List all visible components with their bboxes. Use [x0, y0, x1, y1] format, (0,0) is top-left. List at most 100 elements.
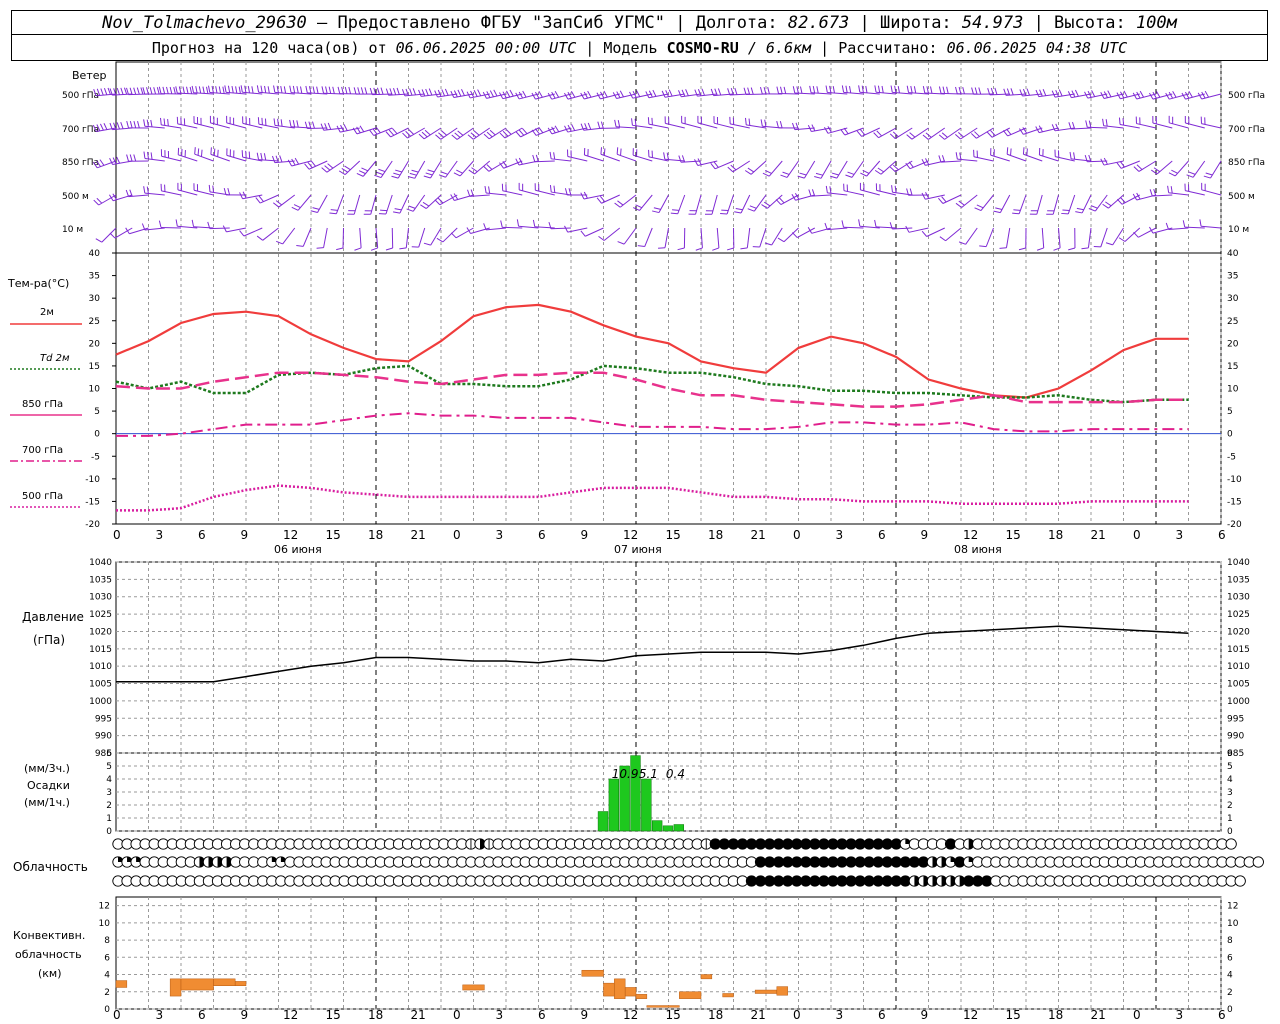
wind-barb [445, 160, 458, 178]
convective-cloud-bar [635, 994, 648, 999]
wind-barb-feather [717, 88, 722, 96]
wind-barb-feather [244, 85, 247, 93]
cloud-circle [1252, 856, 1264, 868]
convective-cloud-bar [180, 978, 214, 991]
wind-level-label: 500 м [1228, 192, 1255, 202]
wind-barb-feather [1165, 92, 1170, 100]
wind-barb [455, 227, 474, 239]
wind-barb-feather [925, 158, 930, 165]
wind-barb-feather [418, 89, 422, 97]
cloud-symbol [211, 856, 224, 868]
wind-barb-feather [636, 90, 641, 97]
wind-barb-feather [938, 134, 945, 140]
wind-barb [144, 227, 165, 231]
hour-tick-label: 15 [326, 528, 341, 542]
wind-barb-feather [748, 118, 751, 126]
wind-barb-feather [890, 85, 893, 93]
wind-barb-feather [156, 87, 160, 95]
wind-barb-feather [681, 155, 686, 163]
convective-cloud-bar [722, 993, 734, 998]
temp-tick-label: 35 [1227, 272, 1238, 282]
wind-barb-feather [198, 86, 202, 94]
wind-barb-feather [310, 160, 316, 167]
wind-barb-feather [206, 86, 209, 94]
wind-barb-feather [1168, 172, 1176, 177]
wind-barb-feather [389, 88, 393, 96]
wind-barb [534, 226, 555, 229]
wind-barb-feather [922, 86, 926, 94]
wind-barb-feather [849, 85, 852, 94]
wind-barb [999, 194, 1011, 213]
wind-barb-feather [587, 122, 592, 130]
wind-barb-feather [584, 123, 588, 131]
wind-barb [820, 160, 832, 179]
wind-barb-feather [797, 175, 805, 179]
wind-barb-feather [242, 191, 247, 199]
wind-barb-feather [260, 85, 263, 93]
hour-tick-label: 3 [836, 1008, 844, 1022]
wind-barb-feather [120, 121, 124, 129]
pressure-tick-label: 1005 [89, 680, 112, 690]
wind-barb [1108, 194, 1124, 209]
wind-barb-feather [548, 221, 552, 229]
wind-barb-feather [256, 235, 264, 241]
wind-barb [518, 225, 539, 229]
wind-barb-feather [1123, 90, 1128, 98]
precip-unit-3h-label: (мм/3ч.) [24, 762, 70, 775]
wind-barb-feather [370, 247, 378, 251]
convective-tick-label: 2 [104, 988, 110, 998]
wind-level-label: 700 гПа [1228, 125, 1265, 135]
convective-label-2: облачность [15, 948, 82, 961]
wind-barb-feather [1201, 91, 1206, 99]
wind-barb-feather [96, 88, 101, 96]
convective-tick-label: 0 [1227, 1005, 1233, 1015]
wind-barb-feather [663, 152, 666, 160]
wind-barb [677, 194, 686, 214]
wind-barb-feather [356, 172, 364, 177]
wind-barb-feather [974, 207, 982, 212]
hour-tick-label: 6 [198, 1008, 206, 1022]
hour-tick-label: 9 [921, 1008, 929, 1022]
wind-barb-feather [518, 129, 525, 136]
wind-barb-feather [1022, 147, 1025, 155]
wind-barb-feather [645, 91, 650, 98]
wind-barb [753, 194, 767, 212]
wind-barb-feather [493, 89, 498, 97]
wind-barb [470, 227, 490, 235]
wind-barb [193, 226, 214, 229]
wind-barb-feather [146, 87, 149, 95]
wind-barb-feather [289, 119, 292, 127]
wind-barb-feather [892, 131, 899, 138]
wind-barb-feather [344, 165, 351, 171]
wind-barb-feather [392, 128, 398, 135]
wind-barb-feather [974, 87, 978, 95]
wind-barb [210, 122, 230, 129]
wind-barb-feather [486, 131, 493, 138]
wind-barb-feather [534, 128, 540, 135]
wind-barb-feather [747, 167, 755, 173]
wind-barb-feather [194, 147, 196, 155]
wind-barb-feather [483, 133, 490, 140]
pressure-tick-label: 1010 [1227, 662, 1250, 672]
cloud-symbol [917, 875, 930, 887]
wind-barb-feather [547, 127, 553, 135]
temp-tick-label: 30 [1227, 294, 1239, 304]
wind-barb-feather [275, 200, 282, 206]
wind-barb-feather [909, 132, 916, 138]
wind-barb [335, 194, 344, 214]
wind-level-label: 500 м [62, 192, 89, 202]
wind-barb-feather [735, 207, 743, 211]
precip-tick-label: 0 [106, 827, 112, 837]
pressure-tick-label: 995 [95, 714, 112, 724]
wind-barb-feather [289, 85, 292, 93]
wind-barb-feather [661, 90, 666, 98]
cloud-half [950, 875, 956, 887]
wind-barb-feather [163, 118, 166, 126]
wind-barb-feather [1076, 207, 1084, 211]
wind-barb-feather [652, 89, 657, 97]
wind-barb [681, 122, 702, 129]
wind-barb-feather [116, 87, 120, 95]
wind-barb-feather [791, 122, 796, 130]
cloud-half [226, 856, 232, 868]
wind-barb-feather [133, 154, 137, 162]
